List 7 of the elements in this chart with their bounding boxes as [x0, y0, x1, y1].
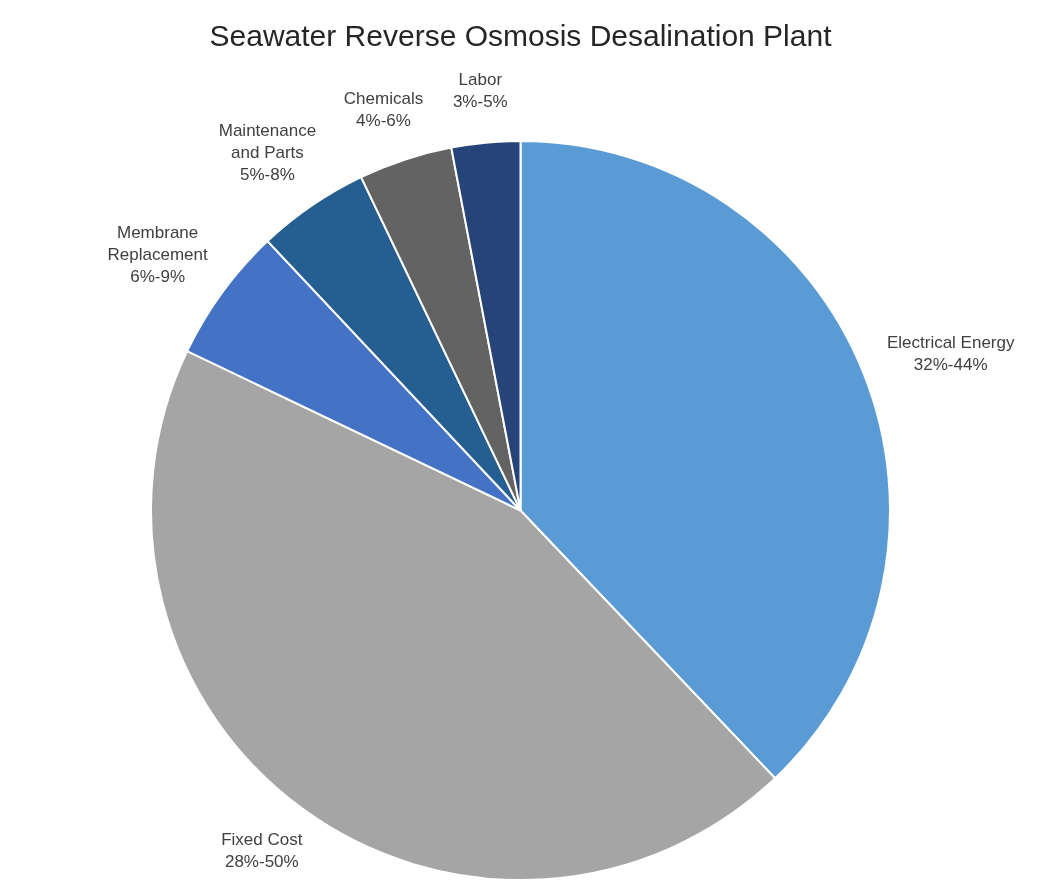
slice-label: Maintenance and Parts 5%-8%	[218, 121, 317, 185]
slice-label: Fixed Cost 28%-50%	[221, 830, 303, 872]
slice-label: Labor 3%-5%	[452, 69, 508, 111]
slice-label: Electrical Energy 32%-44%	[886, 332, 1015, 374]
chart-title: Seawater Reverse Osmosis Desalination Plant	[209, 19, 833, 53]
slice-label: Chemicals 4%-6%	[343, 88, 424, 130]
slice-label: Membrane Replacement 6%-9%	[107, 222, 208, 286]
